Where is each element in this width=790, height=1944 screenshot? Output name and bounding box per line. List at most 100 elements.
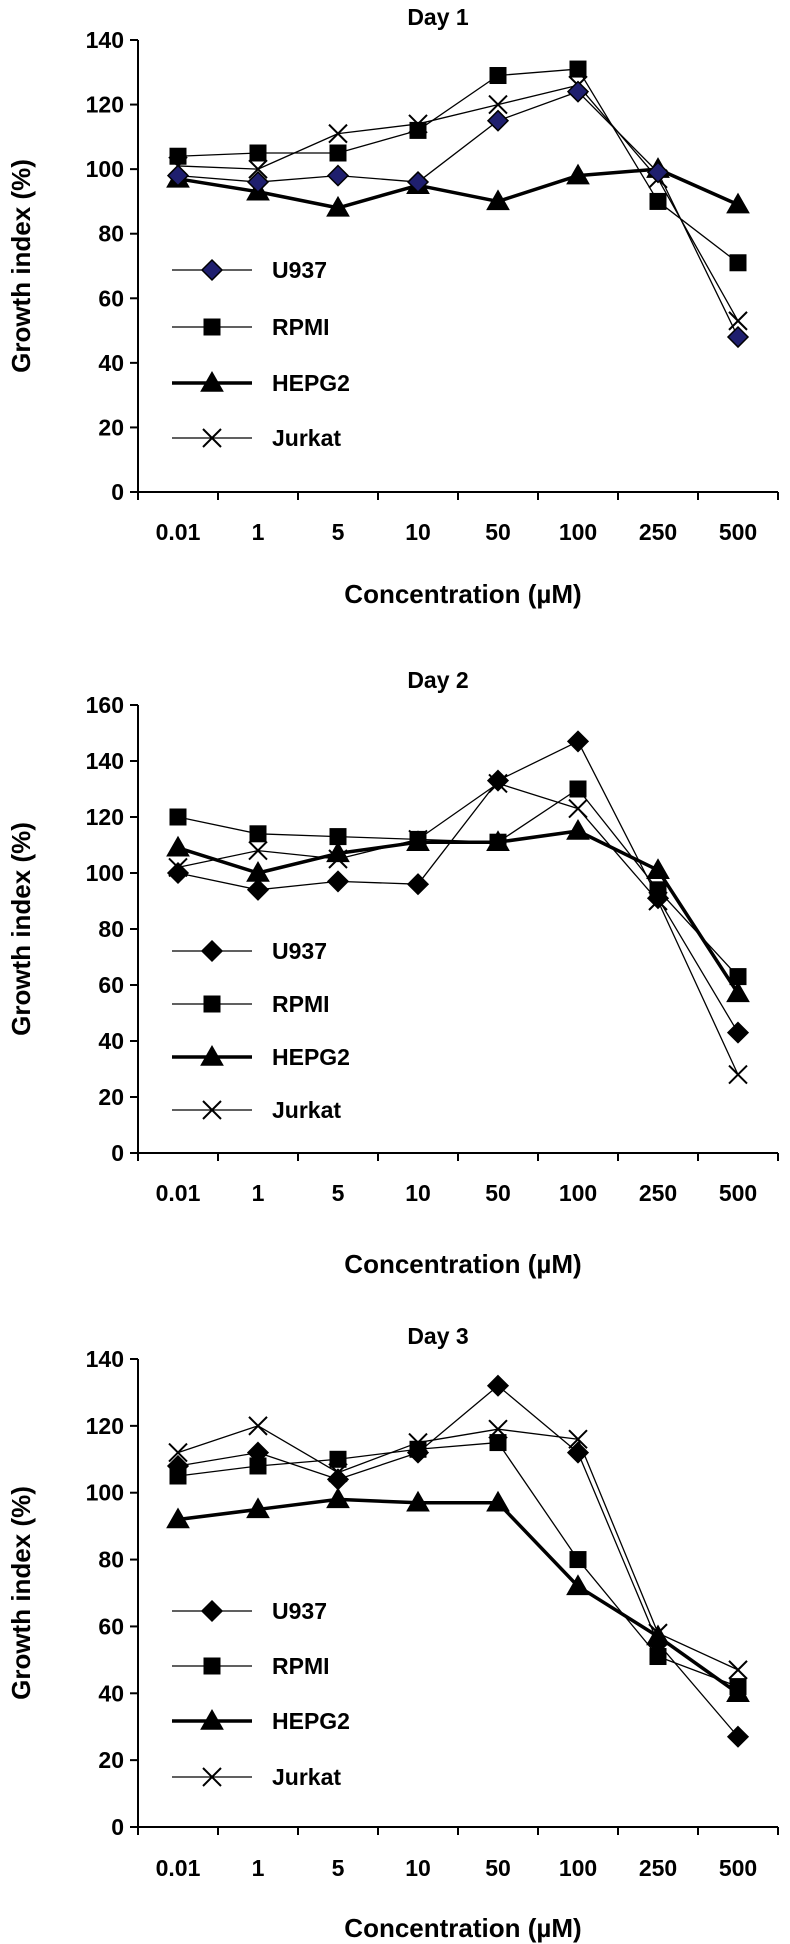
- legend-item-u937: U937: [172, 938, 327, 964]
- x-tick-label: 1: [252, 519, 265, 545]
- x-tick-label: 0.01: [156, 519, 201, 545]
- legend-marker: [200, 370, 224, 392]
- y-tick-label: 140: [86, 748, 124, 774]
- data-point: [486, 109, 510, 132]
- legend-marker: [202, 428, 222, 448]
- data-point: [329, 144, 347, 162]
- legend-marker: [203, 1657, 221, 1675]
- data-point: [249, 144, 267, 162]
- x-tick-label: 500: [719, 519, 757, 545]
- y-tick-label: 40: [98, 350, 124, 376]
- data-point: [728, 311, 748, 331]
- data-point: [488, 94, 508, 115]
- y-tick-label: 80: [98, 916, 124, 942]
- data-point: [726, 192, 750, 214]
- series-line: [177, 84, 739, 322]
- legend-label: HEPG2: [272, 370, 350, 396]
- legend-label: HEPG2: [272, 1044, 350, 1070]
- x-axis-label: Concentration (µM): [344, 1249, 581, 1279]
- data-point: [569, 60, 587, 78]
- x-tick-label: 5: [332, 519, 345, 545]
- chart-day-2: Day 2 Growth index (%) Concentration (µM) 0…: [6, 667, 779, 1279]
- legend-marker: [200, 258, 224, 282]
- data-point: [566, 163, 590, 185]
- legend-label: U937: [272, 257, 327, 283]
- y-tick-label: 0: [111, 1814, 124, 1840]
- series-line: [177, 829, 740, 995]
- data-point: [246, 1441, 270, 1464]
- legend-item-rpmi: RPMI: [172, 314, 330, 340]
- legend-label: Jurkat: [272, 1097, 341, 1123]
- legend-marker: [202, 1767, 222, 1787]
- series-line: [177, 167, 739, 210]
- y-tick-label: 100: [86, 1480, 124, 1506]
- x-tick-label: 10: [405, 1855, 431, 1881]
- data-point: [169, 147, 187, 165]
- legend-marker: [200, 1599, 224, 1623]
- data-point: [168, 1442, 188, 1463]
- data-point: [726, 1021, 750, 1044]
- data-point: [328, 123, 348, 144]
- x-tick-label: 1: [252, 1855, 265, 1881]
- legend-label: HEPG2: [272, 1708, 350, 1734]
- legend-marker: [203, 318, 221, 336]
- data-point: [329, 1450, 347, 1468]
- series-u937: [166, 80, 750, 349]
- y-tick-label: 20: [98, 1747, 124, 1773]
- data-point: [566, 1574, 590, 1596]
- legend-item-jurkat: Jurkat: [172, 1097, 341, 1123]
- x-tick-label: 50: [485, 1855, 511, 1881]
- series-line: [177, 1497, 740, 1695]
- series-line: [177, 740, 739, 1033]
- data-point: [328, 849, 348, 869]
- chart-title: Day 3: [407, 1323, 468, 1349]
- x-axis-label: Concentration (µM): [344, 579, 581, 609]
- data-point: [166, 164, 190, 187]
- x-axis-label: Concentration (µM): [344, 1913, 581, 1943]
- series-line: [177, 91, 739, 338]
- data-point: [646, 858, 670, 879]
- legend-label: U937: [272, 938, 327, 964]
- x-tick-label: 100: [559, 1180, 597, 1206]
- y-tick-label: 80: [98, 1547, 124, 1573]
- legend-marker: [200, 939, 224, 963]
- x-tick-label: 250: [639, 1855, 677, 1881]
- y-axis-label: Growth index (%): [6, 822, 36, 1036]
- data-point: [729, 1678, 747, 1696]
- data-point: [729, 254, 747, 272]
- x-tick-label: 0.01: [156, 1180, 201, 1206]
- y-tick-label: 100: [86, 156, 124, 182]
- data-point: [726, 981, 750, 1003]
- legend-label: RPMI: [272, 991, 330, 1017]
- data-point: [569, 1551, 587, 1569]
- data-point: [726, 1725, 750, 1748]
- series-line: [177, 1385, 739, 1738]
- data-point: [646, 1632, 670, 1655]
- data-point: [326, 841, 350, 863]
- data-point: [246, 1497, 270, 1519]
- data-point: [406, 873, 430, 896]
- x-tick-label: 5: [332, 1855, 345, 1881]
- data-point: [249, 825, 267, 843]
- chart-day-3: Day 3 Growth index (%) Concentration (µM) 0…: [6, 1323, 779, 1943]
- data-point: [569, 780, 587, 798]
- x-tick-label: 10: [405, 1180, 431, 1206]
- data-point: [649, 192, 667, 210]
- data-point: [406, 1441, 430, 1464]
- y-tick-label: 40: [98, 1680, 124, 1706]
- data-point: [489, 833, 507, 851]
- y-tick-label: 80: [98, 221, 124, 247]
- x-tick-label: 5: [332, 1180, 345, 1206]
- data-point: [408, 829, 428, 850]
- series-line: [177, 68, 739, 264]
- series-u937: [166, 1374, 750, 1748]
- data-point: [406, 170, 430, 194]
- x-tick-label: 50: [485, 1180, 511, 1206]
- data-point: [646, 887, 670, 910]
- x-tick-label: 250: [639, 519, 677, 545]
- data-point: [488, 1419, 508, 1439]
- data-point: [329, 828, 347, 846]
- x-tick-label: 100: [559, 1855, 597, 1881]
- data-point: [326, 1487, 350, 1509]
